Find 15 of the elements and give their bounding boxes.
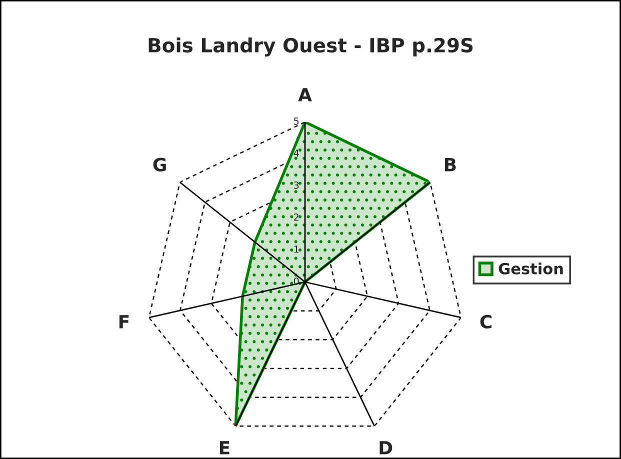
spoke-label: B <box>444 158 456 172</box>
text: Gestion <box>498 262 563 274</box>
spoke-label: E <box>220 441 230 454</box>
spoke-label: G <box>153 158 166 172</box>
y-tick-label: 5 <box>294 118 299 125</box>
spoke-label: F <box>119 315 129 328</box>
y-tick-label: 3 <box>294 181 299 189</box>
spoke-label: A <box>298 88 312 102</box>
y-tick-label: 0 <box>294 277 299 285</box>
y-tick-label: 1 <box>294 246 299 253</box>
spoke-label: D <box>380 441 392 454</box>
y-tick-label: 2 <box>294 213 298 221</box>
spoke-label: C <box>480 314 492 329</box>
y-tick-label: 4 <box>294 150 299 157</box>
chart-title: Bois Landry Ouest - IBP p.29S <box>148 38 473 56</box>
